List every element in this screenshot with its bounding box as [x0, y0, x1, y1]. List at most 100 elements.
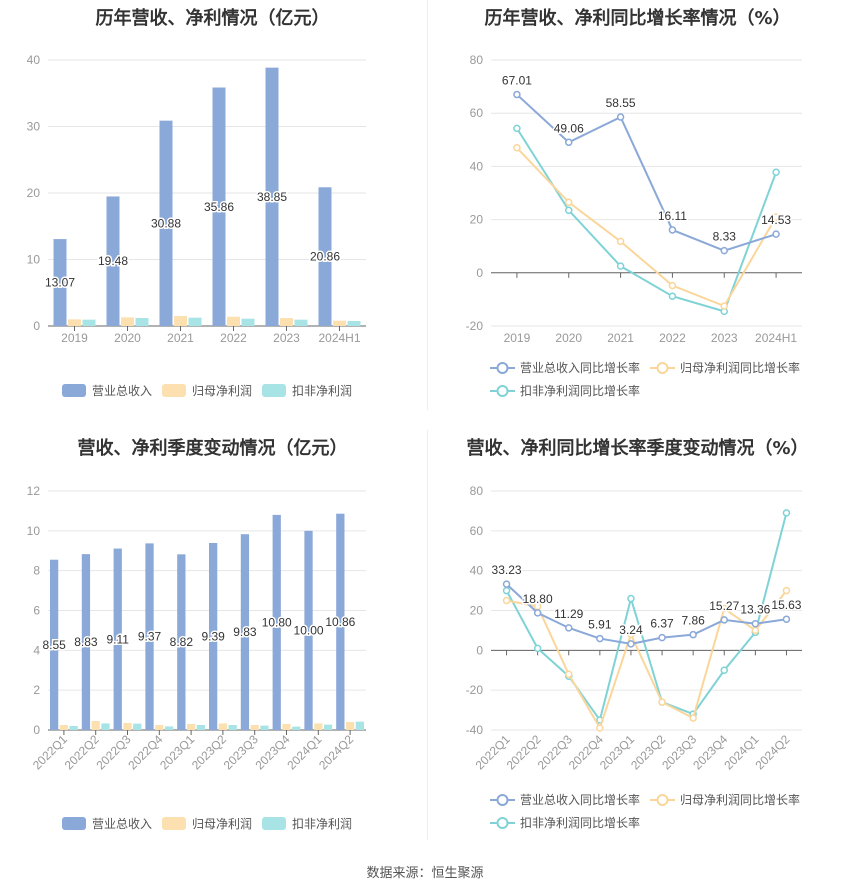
data-point	[668, 281, 677, 290]
bar-deducted-net-profit	[294, 319, 308, 326]
data-label: 13.07	[45, 276, 75, 290]
x-tick-label: 2024H1	[318, 331, 360, 345]
data-point	[533, 644, 542, 653]
line-deducted-profit-growth	[516, 127, 778, 313]
legend-swatch	[62, 384, 86, 397]
x-tick-label: 2020	[555, 331, 582, 345]
line-revenue-growth	[516, 93, 777, 252]
bar-parent-net-profit	[186, 724, 196, 730]
legend-swatch	[262, 817, 286, 830]
bar-parent-net-profit	[155, 725, 164, 730]
line-deducted-profit-growth	[505, 512, 788, 723]
data-label: 8.33	[713, 230, 737, 244]
x-tick-label: 2022	[659, 331, 686, 345]
x-tick-label: 2024Q2	[316, 732, 356, 772]
bar-parent-net-profit	[123, 723, 132, 730]
bar-deducted-net-profit	[260, 725, 269, 730]
legend-marker	[496, 794, 509, 806]
bar-deducted-net-profit	[82, 319, 96, 326]
x-tick-label: 2021	[607, 331, 634, 345]
data-label: 11.29	[554, 607, 583, 621]
data-point	[502, 596, 511, 605]
data-point	[782, 509, 791, 517]
data-label: 5.91	[588, 618, 612, 632]
y-tick-label: 0	[476, 643, 483, 657]
x-tick-label: 2021	[167, 331, 194, 345]
bar-parent-net-profit	[174, 316, 187, 326]
bar-parent-net-profit	[282, 724, 291, 730]
data-point	[772, 230, 780, 238]
data-point	[565, 206, 573, 215]
data-label: 8.83	[74, 635, 98, 649]
data-point	[689, 630, 697, 639]
data-point	[627, 630, 635, 639]
bar-deducted-net-profit	[355, 721, 365, 730]
data-point	[596, 724, 604, 732]
legend-label: 营业总收入同比增长率	[520, 360, 640, 375]
bar-revenue	[336, 513, 345, 730]
data-point	[658, 698, 666, 706]
bar-parent-net-profit	[250, 725, 259, 730]
data-point	[689, 714, 697, 722]
bar-deducted-net-profit	[347, 321, 361, 326]
x-tick-label: 2022	[220, 331, 247, 345]
data-point	[668, 226, 677, 234]
bar-parent-net-profit	[218, 723, 228, 730]
y-tick-label: 12	[27, 484, 41, 498]
divider	[427, 0, 428, 410]
x-tick-label: 2019	[61, 331, 88, 345]
legend-swatch	[162, 384, 186, 397]
chart3-title: 营收、净利季度变动情况（亿元）	[77, 438, 348, 459]
bar-deducted-net-profit	[69, 726, 78, 730]
data-label: 15.27	[709, 599, 739, 613]
data-point	[616, 262, 625, 270]
data-point	[720, 246, 728, 255]
data-label: 3.24	[619, 623, 643, 637]
data-point	[565, 670, 573, 678]
bar-revenue	[49, 559, 59, 730]
bar-parent-net-profit	[333, 320, 346, 326]
chart2-title: 历年营收、净利同比增长率情况（%）	[484, 8, 791, 29]
data-point	[565, 198, 573, 207]
data-point	[596, 634, 604, 643]
legend-label: 营业总收入	[92, 817, 152, 831]
y-tick-label: 2	[33, 683, 40, 697]
data-point	[751, 626, 760, 635]
legend-swatch	[262, 384, 286, 397]
legend-marker	[656, 362, 669, 374]
x-tick-label: 2023	[711, 331, 738, 345]
data-point	[513, 90, 521, 99]
data-label: 33.23	[492, 563, 522, 577]
data-label: 58.55	[606, 96, 636, 110]
data-label: 7.86	[681, 614, 705, 628]
bar-deducted-net-profit	[101, 723, 110, 730]
bar-revenue	[177, 554, 186, 730]
data-label: 13.36	[740, 603, 770, 617]
x-tick-label: 2023	[273, 331, 300, 345]
bar-revenue	[212, 87, 226, 326]
bar-revenue	[106, 196, 120, 326]
data-point	[720, 302, 728, 310]
data-point	[782, 586, 791, 595]
data-point	[772, 213, 780, 221]
bar-parent-net-profit	[59, 725, 69, 730]
data-point	[627, 594, 635, 603]
data-point	[720, 604, 728, 613]
data-label: 20.86	[310, 250, 340, 264]
bar-deducted-net-profit	[164, 726, 174, 730]
bar-parent-net-profit	[91, 721, 100, 730]
bar-deducted-net-profit	[228, 725, 237, 730]
legend-swatch	[162, 817, 186, 830]
y-tick-label: 0	[33, 319, 40, 333]
legend-label: 归母净利润	[192, 384, 252, 398]
data-point	[720, 616, 728, 624]
bar-revenue	[240, 534, 250, 730]
data-point	[513, 144, 521, 152]
divider	[427, 430, 428, 840]
y-tick-label: 20	[470, 213, 484, 227]
legend-label: 营业总收入同比增长率	[520, 792, 640, 807]
y-tick-label: 20	[27, 186, 41, 200]
legend-label: 归母净利润同比增长率	[680, 360, 800, 375]
data-label: 8.82	[170, 635, 194, 649]
